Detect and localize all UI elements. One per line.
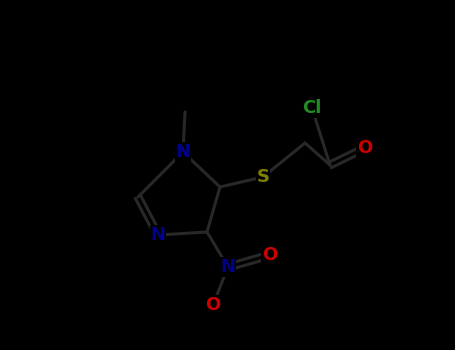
Text: N: N [221, 258, 236, 276]
Text: O: O [357, 139, 373, 157]
Text: N: N [151, 226, 166, 244]
Text: O: O [205, 296, 221, 314]
Text: Cl: Cl [302, 99, 322, 117]
Text: N: N [176, 143, 191, 161]
Text: O: O [263, 246, 278, 264]
Text: S: S [257, 168, 269, 186]
